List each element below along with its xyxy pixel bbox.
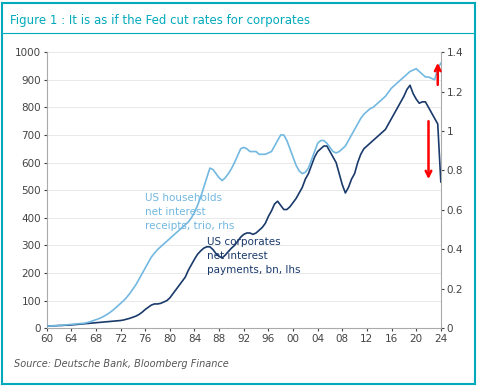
Text: Source: Deutsche Bank, Bloomberg Finance: Source: Deutsche Bank, Bloomberg Finance: [14, 358, 229, 369]
Text: Figure 1 : It is as if the Fed cut rates for corporates: Figure 1 : It is as if the Fed cut rates…: [10, 14, 310, 27]
Text: US households
net interest
receipts, trio, rhs: US households net interest receipts, tri…: [145, 193, 235, 231]
Text: US corporates
net interest
payments, bn, lhs: US corporates net interest payments, bn,…: [207, 237, 300, 275]
